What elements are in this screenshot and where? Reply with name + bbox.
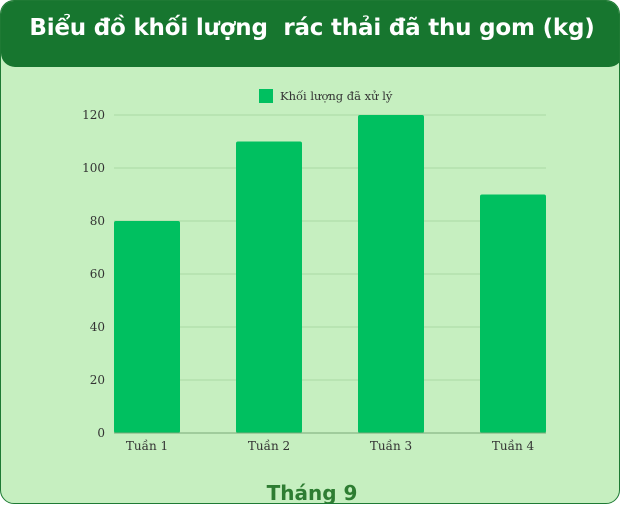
bar-3 — [358, 115, 424, 433]
y-tick-label: 0 — [97, 426, 105, 440]
chart-header — [1, 1, 619, 67]
x-tick-label: Tuần 1 — [126, 438, 168, 453]
y-tick-label: 80 — [90, 214, 105, 228]
y-tick-label: 20 — [90, 373, 105, 387]
y-tick-label: 60 — [90, 267, 105, 281]
legend-label: Khối lượng đã xử lý — [280, 89, 393, 103]
x-tick-label: Tuần 3 — [370, 438, 412, 453]
y-tick-label: 100 — [82, 161, 105, 175]
bar-2 — [236, 141, 302, 433]
y-tick-label: 40 — [90, 320, 105, 334]
x-tick-label: Tuần 2 — [248, 438, 290, 453]
y-tick-label: 120 — [82, 108, 105, 122]
bar-1 — [114, 221, 180, 433]
bars — [114, 115, 546, 433]
legend-swatch — [259, 89, 273, 103]
chart-title: Biểu đồ khối lượng rác thải đã thu gom (… — [29, 15, 595, 41]
bar-4 — [480, 194, 546, 433]
x-axis-ticks: Tuần 1 Tuần 2 Tuần 3 Tuần 4 — [126, 438, 535, 453]
y-axis-ticks: 0 20 40 60 80 100 120 — [82, 108, 105, 440]
gridlines — [114, 114, 546, 381]
legend: Khối lượng đã xử lý — [259, 89, 393, 103]
x-tick-label: Tuần 4 — [492, 438, 535, 453]
x-axis-title: Tháng 9 — [266, 481, 358, 504]
